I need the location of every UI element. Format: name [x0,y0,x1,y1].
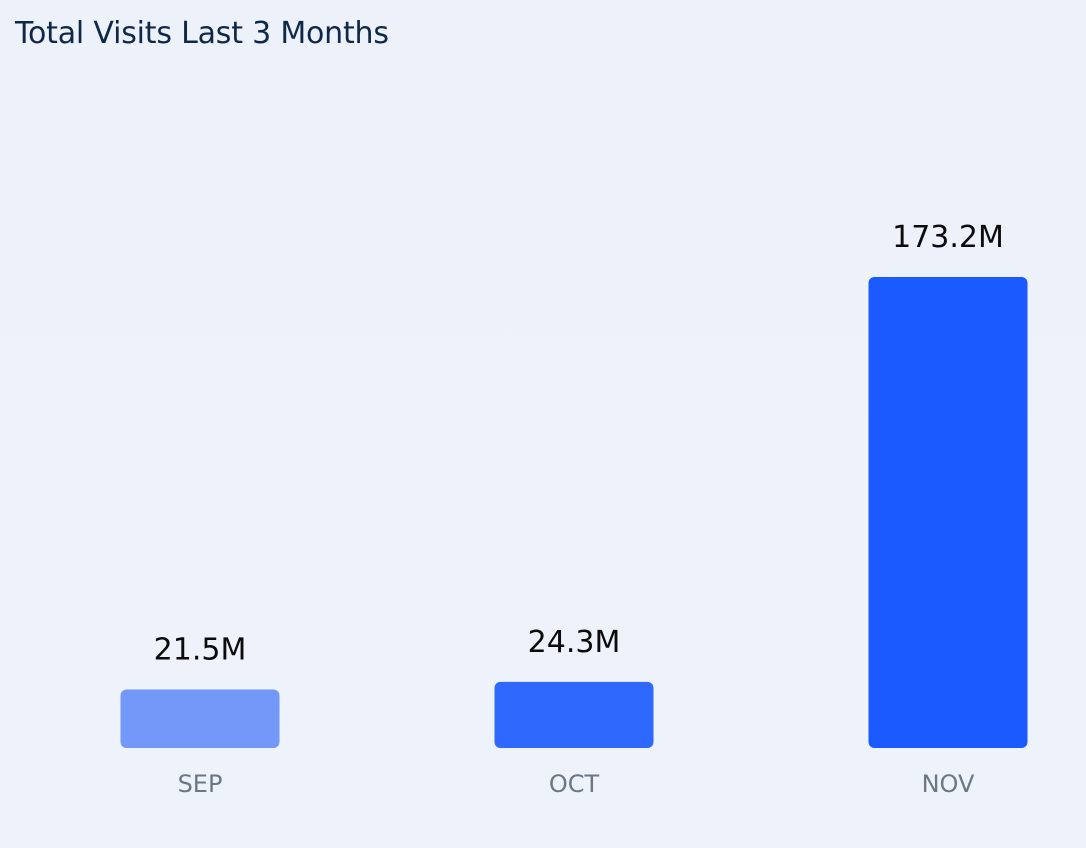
bar-sep [120,689,280,748]
value-label-nov: 173.2M [892,220,1004,255]
x-tick-label-sep: SEP [178,770,223,798]
bar-nov [868,277,1028,748]
bar-oct [494,681,654,748]
chart-title: Total Visits Last 3 Months [15,16,389,51]
value-label-sep: 21.5M [154,633,247,668]
value-label-oct: 24.3M [528,625,621,660]
x-tick-label-oct: OCT [549,770,600,798]
x-tick-label-nov: NOV [922,770,975,798]
